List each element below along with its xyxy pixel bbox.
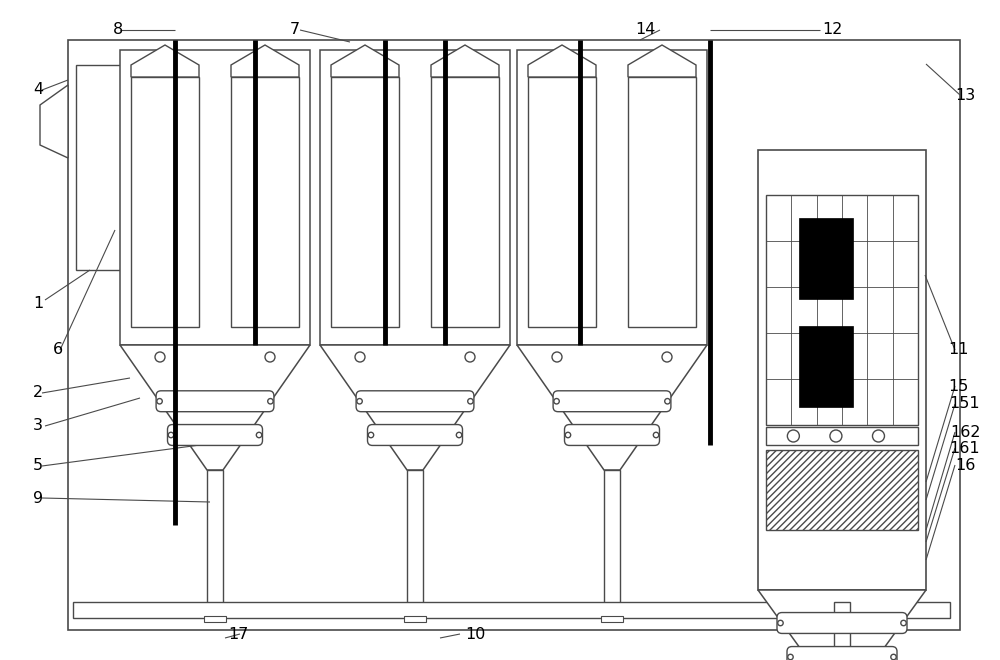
Bar bbox=[601, 616, 623, 622]
Circle shape bbox=[465, 352, 475, 362]
Polygon shape bbox=[517, 345, 707, 470]
Circle shape bbox=[872, 430, 884, 442]
Circle shape bbox=[554, 399, 559, 404]
Text: 9: 9 bbox=[33, 491, 43, 506]
Bar bbox=[528, 77, 596, 327]
Text: 11: 11 bbox=[948, 343, 968, 357]
Polygon shape bbox=[231, 45, 299, 77]
Bar bbox=[604, 470, 620, 605]
Text: 17: 17 bbox=[228, 628, 248, 642]
Text: 7: 7 bbox=[290, 22, 300, 37]
Circle shape bbox=[662, 352, 672, 362]
Circle shape bbox=[355, 352, 365, 362]
Bar bbox=[231, 77, 299, 327]
Circle shape bbox=[830, 430, 842, 442]
Text: 6: 6 bbox=[53, 343, 63, 357]
Text: 4: 4 bbox=[33, 82, 43, 96]
Bar bbox=[517, 50, 707, 345]
Bar bbox=[204, 616, 226, 622]
Text: 151: 151 bbox=[950, 397, 980, 411]
Circle shape bbox=[256, 432, 262, 438]
Bar bbox=[68, 40, 960, 630]
Circle shape bbox=[157, 399, 162, 404]
Circle shape bbox=[368, 432, 374, 438]
Bar bbox=[799, 326, 853, 407]
Circle shape bbox=[901, 620, 906, 626]
Circle shape bbox=[565, 432, 571, 438]
Bar bbox=[766, 195, 918, 425]
Text: 12: 12 bbox=[822, 22, 842, 37]
Bar bbox=[766, 450, 918, 530]
Text: 15: 15 bbox=[948, 379, 968, 393]
Bar bbox=[799, 218, 853, 298]
Bar bbox=[834, 616, 856, 622]
Text: 5: 5 bbox=[33, 458, 43, 473]
Polygon shape bbox=[131, 45, 199, 77]
Text: 8: 8 bbox=[113, 22, 123, 37]
Circle shape bbox=[468, 399, 473, 404]
Bar bbox=[331, 77, 399, 327]
Bar bbox=[404, 616, 426, 622]
Text: 162: 162 bbox=[950, 425, 980, 440]
FancyBboxPatch shape bbox=[156, 391, 274, 412]
Text: 1: 1 bbox=[33, 296, 43, 311]
Text: 14: 14 bbox=[635, 22, 655, 37]
Text: 3: 3 bbox=[33, 418, 43, 433]
Bar bbox=[131, 77, 199, 327]
Bar bbox=[628, 77, 696, 327]
Text: 13: 13 bbox=[955, 88, 975, 103]
Polygon shape bbox=[528, 45, 596, 77]
FancyBboxPatch shape bbox=[777, 612, 907, 634]
Circle shape bbox=[653, 432, 659, 438]
FancyBboxPatch shape bbox=[553, 391, 671, 412]
Circle shape bbox=[268, 399, 273, 404]
Circle shape bbox=[552, 352, 562, 362]
Bar bbox=[407, 470, 423, 605]
Text: 16: 16 bbox=[955, 458, 975, 473]
Bar bbox=[758, 150, 926, 590]
Polygon shape bbox=[758, 590, 926, 660]
Bar bbox=[766, 427, 918, 445]
Circle shape bbox=[891, 654, 896, 660]
Circle shape bbox=[788, 654, 793, 660]
Bar bbox=[73, 602, 950, 618]
Circle shape bbox=[155, 352, 165, 362]
FancyBboxPatch shape bbox=[787, 647, 897, 660]
Bar bbox=[320, 50, 510, 345]
Bar bbox=[76, 65, 141, 270]
Text: 10: 10 bbox=[465, 628, 485, 642]
Text: 161: 161 bbox=[950, 442, 980, 456]
Bar bbox=[431, 77, 499, 327]
Circle shape bbox=[778, 620, 783, 626]
Bar bbox=[120, 50, 310, 345]
Circle shape bbox=[787, 430, 799, 442]
Polygon shape bbox=[320, 345, 510, 470]
FancyBboxPatch shape bbox=[564, 424, 660, 446]
Polygon shape bbox=[431, 45, 499, 77]
Circle shape bbox=[456, 432, 462, 438]
Circle shape bbox=[357, 399, 362, 404]
Polygon shape bbox=[40, 85, 68, 158]
Circle shape bbox=[168, 432, 174, 438]
Circle shape bbox=[665, 399, 670, 404]
FancyBboxPatch shape bbox=[356, 391, 474, 412]
Text: 2: 2 bbox=[33, 385, 43, 400]
Polygon shape bbox=[331, 45, 399, 77]
Polygon shape bbox=[120, 345, 310, 470]
Circle shape bbox=[265, 352, 275, 362]
FancyBboxPatch shape bbox=[368, 424, 462, 446]
Polygon shape bbox=[628, 45, 696, 77]
FancyBboxPatch shape bbox=[168, 424, 262, 446]
Bar bbox=[834, 602, 850, 660]
Bar bbox=[207, 470, 223, 605]
